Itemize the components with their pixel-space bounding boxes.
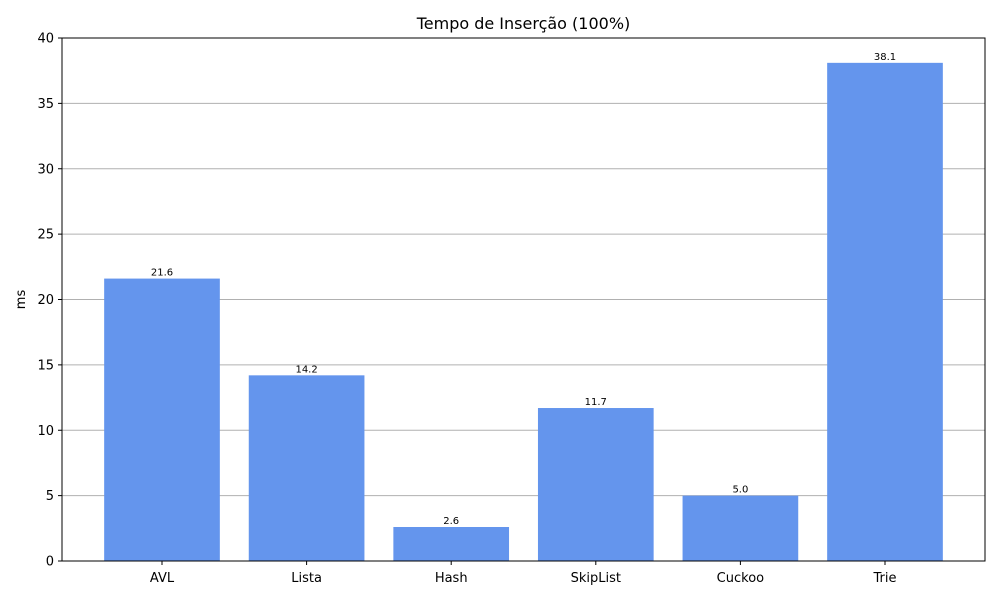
y-tick-label: 35 xyxy=(37,97,54,112)
bar-avl xyxy=(104,278,220,561)
x-tick-label: Trie xyxy=(873,571,897,586)
bar-trie xyxy=(827,62,943,561)
bar-hash xyxy=(393,527,510,561)
bar-lista xyxy=(248,375,365,561)
chart-title: Tempo de Inserção (100%) xyxy=(416,14,631,33)
data-label-skiplist: 11.7 xyxy=(585,397,607,408)
y-tick-label: 10 xyxy=(37,424,54,439)
y-tick-label: 0 xyxy=(46,555,54,570)
bar-cuckoo xyxy=(682,495,799,561)
bars xyxy=(104,62,943,561)
data-label-hash: 2.6 xyxy=(443,516,459,527)
data-labels: 21.6 14.2 2.6 11.7 5.0 38.1 xyxy=(151,52,896,527)
x-tick-label: Hash xyxy=(435,571,468,586)
y-tick-label: 30 xyxy=(37,162,54,177)
x-tick-label: Cuckoo xyxy=(717,571,764,586)
data-label-cuckoo: 5.0 xyxy=(732,485,748,496)
data-label-lista: 14.2 xyxy=(295,364,317,375)
y-tick-label: 20 xyxy=(37,293,54,308)
x-tick-label: SkipList xyxy=(571,571,621,586)
y-axis: 0 5 10 15 20 25 30 35 40 xyxy=(37,32,62,570)
x-axis: AVL Lista Hash SkipList Cuckoo Trie xyxy=(150,561,897,586)
y-axis-label: ms xyxy=(14,290,29,310)
data-label-avl: 21.6 xyxy=(151,268,173,279)
y-tick-label: 5 xyxy=(46,489,54,504)
y-tick-label: 40 xyxy=(37,32,54,47)
bar-skiplist xyxy=(537,408,654,561)
y-tick-label: 15 xyxy=(37,358,54,373)
y-tick-label: 25 xyxy=(37,228,54,243)
x-tick-label: Lista xyxy=(291,571,322,586)
data-label-trie: 38.1 xyxy=(874,52,896,63)
x-tick-label: AVL xyxy=(150,571,175,586)
